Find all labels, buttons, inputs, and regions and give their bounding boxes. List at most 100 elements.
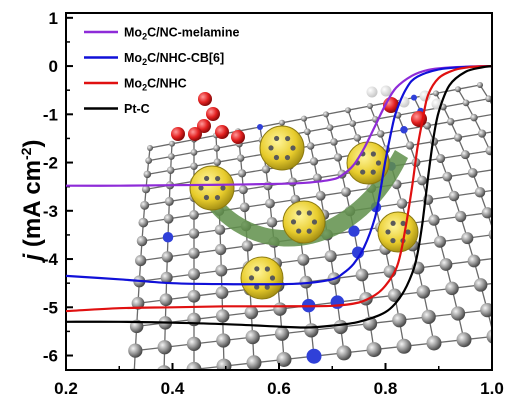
carbon-atom — [455, 86, 461, 93]
mo2c-particle — [240, 256, 284, 300]
carbon-atom — [273, 302, 287, 316]
carbon-atom — [517, 326, 532, 341]
y-axis-title: j (mA cm-2) — [18, 140, 46, 264]
carbon-atom — [481, 207, 492, 219]
y-tick-label: -2 — [43, 154, 58, 173]
carbon-atom — [189, 210, 199, 220]
carbon-dot — [290, 145, 296, 151]
carbon-dot — [290, 219, 297, 225]
carbon-atom — [510, 142, 519, 151]
carbon-atom — [485, 146, 492, 156]
y-tick-label: 1 — [49, 9, 58, 28]
nitrogen-atom — [400, 126, 408, 134]
carbon-atom — [288, 177, 298, 187]
y-axis-title-unit: (mA cm — [19, 160, 46, 254]
carbon-atom — [263, 181, 273, 191]
carbon-atom — [349, 120, 357, 127]
carbon-atom — [213, 158, 222, 166]
carbon-atom — [215, 286, 229, 300]
carbon-atom — [486, 329, 492, 344]
carbon-dot — [375, 160, 382, 166]
carbon-atom — [166, 166, 175, 175]
carbon-atom — [493, 164, 503, 174]
carbon-atom — [276, 352, 292, 367]
carbon-atom — [261, 165, 271, 174]
carbon-atom — [163, 213, 174, 224]
green-arrow — [196, 150, 408, 247]
series-line-4 — [66, 65, 492, 329]
y-tick-label: -1 — [43, 105, 58, 124]
carbon-atom — [366, 342, 382, 358]
carbon-dot — [254, 266, 260, 272]
oxygen-atom — [197, 119, 211, 133]
carbon-dot — [405, 229, 411, 235]
carbon-atom — [323, 111, 329, 118]
carbon-atom — [245, 329, 260, 345]
carbon-atom — [246, 355, 262, 370]
carbon-atom — [274, 326, 290, 341]
carbon-atom — [485, 95, 492, 103]
nitrogen-atom — [348, 225, 360, 237]
carbon-atom — [241, 240, 253, 252]
carbon-atom — [265, 198, 275, 209]
carbon-atom — [239, 202, 250, 213]
carbon-dot — [311, 219, 318, 225]
carbon-atom — [306, 142, 315, 150]
series-line-2 — [66, 65, 492, 286]
oxygen-atom — [188, 127, 202, 141]
carbon-atom — [186, 336, 202, 351]
series-group — [66, 65, 492, 329]
carbon-atom — [461, 232, 474, 245]
x-tick-label: 0.6 — [267, 379, 291, 398]
y-tick-label: -4 — [43, 250, 59, 269]
carbon-atom — [188, 228, 200, 239]
carbon-atom — [190, 148, 198, 156]
carbon-dot — [296, 228, 302, 234]
carbon-atom — [496, 251, 509, 264]
y-tick-label: -5 — [43, 298, 58, 317]
carbon-atom — [524, 248, 532, 261]
carbon-atom — [462, 99, 470, 107]
carbon-dot — [285, 135, 291, 142]
carbon-atom — [502, 126, 510, 134]
carbon-atom — [304, 323, 319, 338]
carbon-atom — [297, 253, 310, 266]
carbon-dot — [370, 169, 376, 175]
carbon-atom — [141, 185, 151, 194]
carbon-atom — [324, 250, 337, 263]
carbon-atom — [301, 115, 307, 122]
carbon-dot — [215, 175, 221, 182]
carbon-dot — [284, 154, 291, 161]
carbon-atom — [508, 204, 519, 215]
carbon-atom — [501, 183, 512, 194]
carbon-atom — [244, 305, 259, 320]
carbon-dot — [400, 220, 406, 227]
carbon-dot — [203, 194, 210, 201]
carbon-atom — [135, 254, 147, 267]
oxygen-atom — [206, 107, 220, 121]
carbon-dot — [385, 229, 391, 235]
y-axis-title-exponent: -2 — [18, 147, 34, 160]
y-tick-label: 0 — [49, 57, 58, 76]
carbon-atom — [215, 309, 230, 323]
carbon-atom — [140, 200, 150, 210]
legend-label: Mo2C/NC-melamine — [124, 26, 240, 42]
carbon-atom — [147, 145, 153, 151]
carbon-atom — [516, 225, 528, 237]
carbon-dot — [204, 175, 210, 182]
carbon-dot — [360, 169, 366, 175]
oxygen-atom — [231, 130, 245, 144]
carbon-atom — [396, 198, 408, 209]
graphene-atoms — [128, 82, 532, 370]
carbon-atom — [161, 251, 173, 263]
carbon-atom — [439, 258, 453, 271]
carbon-atom — [445, 281, 459, 296]
carbon-atom — [405, 141, 415, 150]
carbon-atom — [333, 153, 343, 162]
carbon-atom — [494, 110, 502, 118]
carbon-atom — [367, 103, 373, 109]
nitrogen-atom — [162, 232, 174, 243]
carbon-atom — [236, 154, 245, 162]
carbon-atom — [450, 306, 466, 321]
